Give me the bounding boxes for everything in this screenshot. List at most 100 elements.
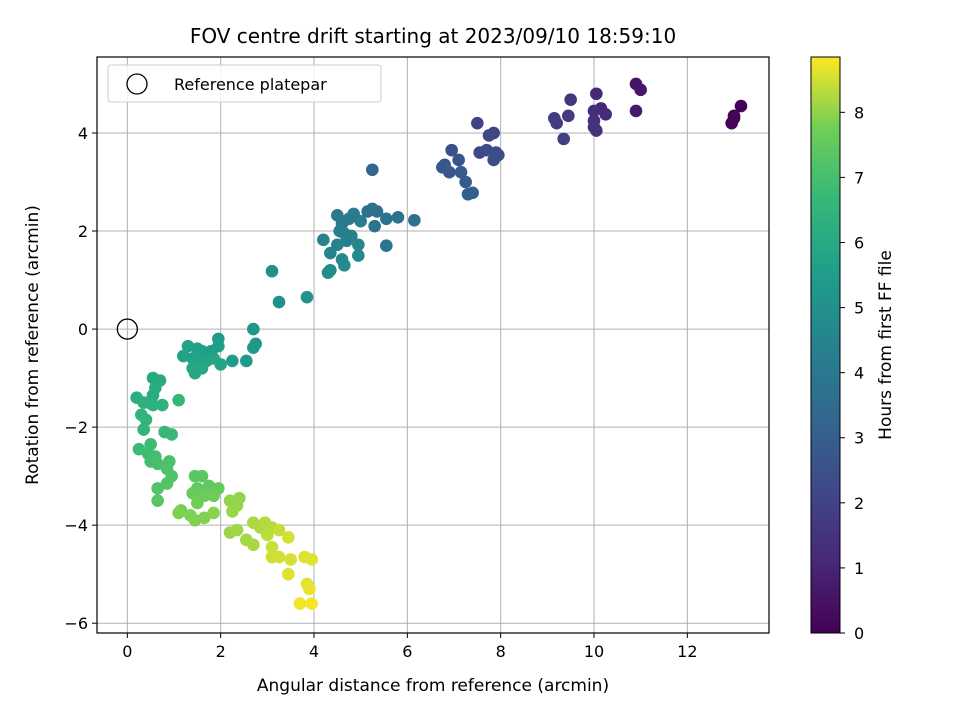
data-point bbox=[186, 486, 199, 500]
data-point bbox=[165, 428, 178, 441]
data-point bbox=[172, 506, 185, 520]
data-point bbox=[305, 553, 318, 566]
data-point bbox=[191, 496, 204, 510]
data-point bbox=[634, 83, 647, 97]
data-point bbox=[454, 165, 468, 179]
data-point bbox=[466, 186, 479, 200]
data-point bbox=[188, 366, 202, 380]
data-point bbox=[282, 567, 295, 581]
data-point bbox=[305, 597, 318, 610]
y-tick-label: −4 bbox=[64, 516, 88, 535]
data-point bbox=[443, 165, 456, 179]
x-tick-label: 6 bbox=[402, 642, 412, 661]
data-point bbox=[380, 239, 393, 253]
data-point bbox=[265, 264, 279, 278]
data-point bbox=[370, 205, 384, 218]
colorbar-tick-label: 7 bbox=[854, 168, 864, 187]
y-axis-label: Rotation from reference (arcmin) bbox=[23, 205, 43, 485]
data-point bbox=[272, 523, 286, 537]
data-point bbox=[366, 163, 379, 177]
data-point bbox=[207, 489, 220, 503]
data-point bbox=[226, 354, 239, 368]
data-point bbox=[459, 175, 472, 189]
x-tick-label: 0 bbox=[122, 642, 132, 661]
chart-title: FOV centre drift starting at 2023/09/10 … bbox=[190, 24, 676, 48]
legend-marker bbox=[126, 73, 148, 95]
colorbar-tick-label: 2 bbox=[854, 494, 864, 513]
data-point bbox=[557, 132, 570, 146]
colorbar-tick-label: 6 bbox=[854, 233, 864, 252]
plot-frame bbox=[96, 56, 770, 634]
data-point bbox=[139, 413, 153, 427]
x-tick-label: 4 bbox=[309, 642, 319, 661]
colorbar-tick-label: 0 bbox=[854, 624, 864, 643]
colorbar-tick-label: 4 bbox=[854, 364, 864, 383]
y-tick-label: 0 bbox=[78, 320, 88, 339]
y-tick-label: −2 bbox=[64, 418, 88, 437]
data-point bbox=[352, 238, 365, 252]
x-tick-label: 2 bbox=[216, 642, 226, 661]
data-point bbox=[587, 104, 601, 118]
data-point bbox=[368, 219, 381, 233]
data-point bbox=[471, 116, 484, 130]
data-point bbox=[587, 120, 601, 134]
colorbar-tick-label: 8 bbox=[854, 103, 864, 122]
y-tick-label: 2 bbox=[78, 222, 88, 241]
data-point bbox=[629, 104, 643, 118]
data-point bbox=[160, 477, 174, 490]
data-point bbox=[172, 393, 185, 407]
data-point bbox=[562, 109, 575, 123]
data-point bbox=[137, 423, 150, 436]
data-point bbox=[230, 523, 244, 537]
reference-marker bbox=[116, 318, 138, 340]
colorbar-tick-label: 1 bbox=[854, 559, 864, 578]
data-point bbox=[144, 437, 157, 451]
grid-lines bbox=[97, 57, 769, 633]
data-point bbox=[391, 210, 405, 224]
colorbar: 0 1 2 3 4 5 6 7 8 Hours from first FF file bbox=[810, 56, 896, 643]
data-point bbox=[408, 213, 421, 227]
data-point bbox=[151, 457, 164, 471]
data-point bbox=[247, 538, 260, 552]
data-point bbox=[727, 111, 741, 125]
x-axis-label: Angular distance from reference (arcmin) bbox=[257, 676, 609, 696]
legend-label: Reference platepar bbox=[174, 75, 327, 94]
data-point bbox=[132, 442, 146, 456]
data-points bbox=[130, 77, 748, 610]
data-point bbox=[380, 212, 393, 226]
data-point bbox=[599, 108, 612, 121]
data-point bbox=[146, 398, 160, 412]
data-point bbox=[247, 322, 260, 336]
data-point bbox=[272, 295, 286, 309]
y-tick-label: 4 bbox=[78, 124, 88, 143]
data-point bbox=[226, 505, 239, 518]
x-tick-label: 10 bbox=[584, 642, 604, 661]
data-point bbox=[272, 550, 286, 564]
legend: Reference platepar bbox=[107, 64, 382, 103]
data-point bbox=[303, 582, 316, 596]
data-point bbox=[734, 99, 748, 113]
data-point bbox=[331, 238, 344, 252]
data-point bbox=[198, 511, 211, 525]
data-point bbox=[214, 358, 227, 371]
data-point bbox=[207, 506, 220, 520]
colorbar-ticks: 0 1 2 3 4 5 6 7 8 bbox=[840, 103, 864, 643]
data-point bbox=[564, 93, 577, 106]
data-point bbox=[293, 597, 307, 610]
data-point bbox=[151, 482, 164, 495]
data-point bbox=[352, 249, 365, 262]
colorbar-label: Hours from first FF file bbox=[876, 250, 896, 440]
data-point bbox=[452, 153, 465, 167]
data-point bbox=[247, 341, 260, 354]
data-point bbox=[195, 469, 209, 483]
data-point bbox=[354, 214, 367, 228]
colorbar-gradient bbox=[810, 56, 841, 634]
data-point bbox=[181, 339, 195, 353]
data-point bbox=[324, 246, 337, 260]
data-point bbox=[445, 143, 458, 157]
data-point bbox=[550, 116, 563, 130]
data-point bbox=[151, 494, 164, 507]
data-point bbox=[261, 528, 274, 542]
y-tick-label: −6 bbox=[64, 614, 88, 633]
